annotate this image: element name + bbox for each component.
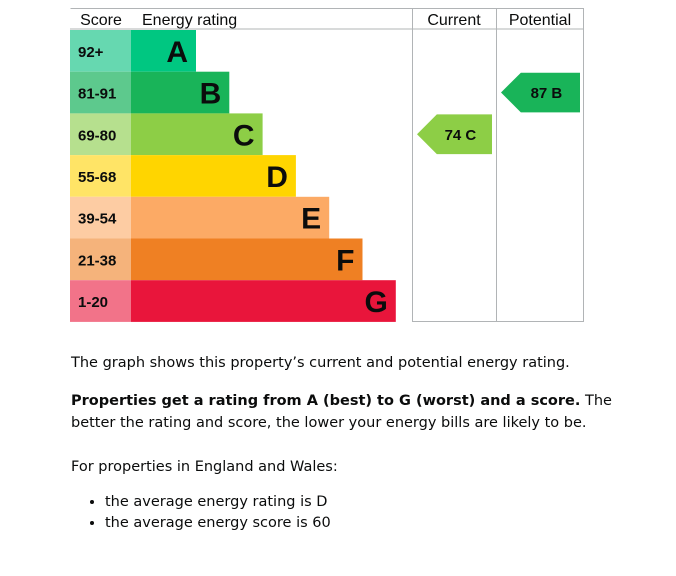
score-range-cell-b [70,71,131,114]
rating-bar-g [131,280,396,322]
energy-rating-header: Energy rating [142,12,237,29]
score-range-b: 81-91 [78,86,116,103]
potential-rating-label: 87 B [531,85,563,102]
rating-bar-a [131,30,196,72]
score-range-cell-d [70,155,131,197]
score-range-f: 21-38 [78,252,116,269]
rating-explanation-bold: Properties get a rating from A (best) to… [71,393,581,409]
score-range-cell-e [70,196,131,239]
score-range-a: 92+ [78,44,104,61]
score-range-cell-a [70,30,131,72]
rating-bar-b [131,71,230,114]
score-range-d: 55-68 [78,169,116,186]
potential-arrow [501,72,580,113]
averages-list: the average energy rating is D the avera… [71,492,631,534]
score-range-e: 39-54 [78,211,117,228]
energy-rating-chart: Score Energy rating Current Potential 92+ A 81… [70,8,584,322]
score-range-c: 69-80 [78,127,116,144]
rating-letter-e: E [301,203,321,236]
current-arrow [417,114,492,155]
rating-bar-c [131,113,263,156]
average-score-item: the average energy score is 60 [105,513,631,534]
rating-explanation: The graph shows this property’s current … [71,352,631,534]
score-range-cell-f [70,238,131,281]
rating-explanation-paragraph: Properties get a rating from A (best) to… [71,390,631,434]
rating-letter-a: A [166,36,188,69]
score-range-cell-c [70,113,131,156]
rating-bar-f [131,238,363,281]
score-range-cell-g [70,280,131,322]
rating-letter-g: G [364,286,387,319]
england-wales-intro: For properties in England and Wales: [71,459,338,475]
score-header: Score [80,12,122,29]
graph-description: The graph shows this property’s current … [71,355,570,371]
rating-bar-d [131,155,296,197]
current-rating-label: 74 C [445,127,477,144]
rating-letter-c: C [233,119,255,152]
rating-letter-f: F [336,244,354,277]
current-header: Current [427,12,481,29]
average-rating-item: the average energy rating is D [105,492,631,513]
rating-letter-d: D [266,161,288,194]
rating-letter-b: B [200,78,222,111]
potential-header: Potential [509,12,571,29]
score-range-g: 1-20 [78,294,108,311]
rating-explanation-rest: The better the rating and score, the low… [71,393,612,431]
rating-bar-e [131,196,330,239]
